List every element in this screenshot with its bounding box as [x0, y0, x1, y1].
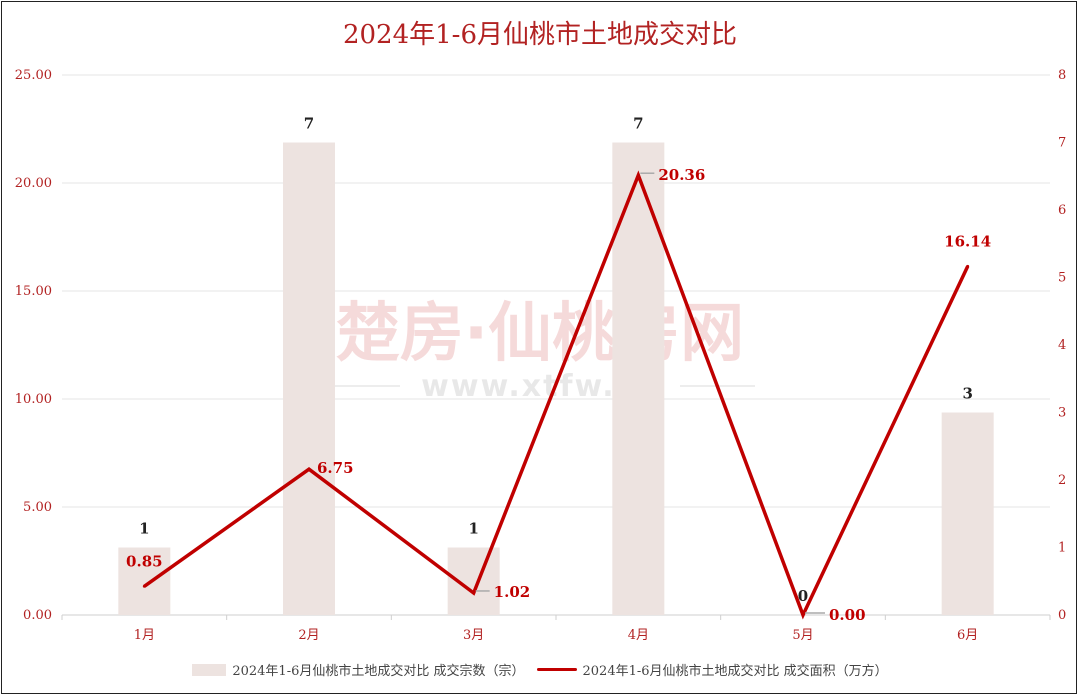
x-tick-label: 1月	[134, 628, 155, 643]
x-tick-label: 3月	[463, 628, 484, 643]
y-right-tick-label: 1	[1058, 541, 1066, 556]
line-point	[142, 584, 146, 588]
bar	[941, 412, 994, 615]
bar-data-label: 0	[798, 587, 808, 605]
bar-data-label: 7	[633, 115, 643, 133]
y-right-tick-label: 7	[1058, 136, 1066, 151]
y-right-tick-label: 8	[1058, 68, 1066, 83]
x-tick-label: 6月	[957, 628, 978, 643]
legend-label-line: 2024年1-6月仙桃市土地成交对比 成交面积（万方）	[582, 664, 888, 679]
bar	[612, 142, 665, 615]
y-left-tick-label: 25.00	[15, 68, 52, 83]
watermark-main: 楚房·仙桃房网	[336, 297, 744, 371]
bar-data-label: 7	[304, 115, 314, 133]
bar-data-label: 3	[962, 385, 972, 403]
y-right-tick-label: 6	[1058, 203, 1066, 218]
line-point	[307, 467, 311, 471]
y-left-tick-label: 20.00	[15, 176, 52, 191]
bar	[118, 547, 171, 615]
legend-swatch-line	[536, 668, 577, 671]
legend-label-bars: 2024年1-6月仙桃市土地成交对比 成交宗数（宗）	[232, 664, 525, 679]
x-tick-label: 5月	[792, 628, 813, 643]
line-data-label: 20.36	[658, 166, 705, 184]
chart-title: 2024年1-6月仙桃市土地成交对比	[342, 20, 738, 50]
legend: 2024年1-6月仙桃市土地成交对比 成交宗数（宗） 2024年1-6月仙桃市土…	[0, 660, 1080, 679]
y-right-tick-label: 4	[1058, 338, 1066, 353]
line-data-label: 1.02	[494, 583, 531, 601]
y-left-tick-label: 10.00	[15, 392, 52, 407]
line-data-label: 0.00	[829, 606, 866, 624]
legend-swatch-bar	[192, 663, 227, 676]
x-tick-label: 2月	[298, 628, 319, 643]
y-right-tick-label: 2	[1058, 473, 1066, 488]
bar-data-label: 1	[139, 520, 149, 538]
bar	[283, 142, 335, 615]
bar-data-label: 1	[468, 520, 478, 538]
y-right-tick-label: 5	[1058, 271, 1066, 286]
legend-item-line: 2024年1-6月仙桃市土地成交对比 成交面积（万方）	[536, 660, 888, 679]
legend-item-bars: 2024年1-6月仙桃市土地成交对比 成交宗数（宗）	[192, 660, 525, 679]
line-series: 0.85 6.75 1.02 20.36 0.00 16.14	[126, 166, 991, 624]
line-data-label: 16.14	[944, 232, 991, 250]
line-point	[966, 264, 970, 268]
y-right-tick-label: 0	[1058, 608, 1066, 623]
y-left-tick-label: 0.00	[23, 608, 52, 623]
line-point	[636, 173, 640, 177]
line-point	[801, 613, 805, 617]
line-path	[143, 170, 970, 620]
x-tick-label: 4月	[628, 628, 649, 643]
y-left-tick-label: 15.00	[15, 284, 52, 299]
line-data-label: 6.75	[317, 459, 354, 477]
y-left-tick-label: 5.00	[23, 500, 52, 515]
line-data-label: 0.85	[126, 552, 163, 570]
line-point	[472, 591, 476, 595]
gridlines	[62, 74, 1050, 616]
y-right-tick-label: 3	[1058, 406, 1066, 421]
